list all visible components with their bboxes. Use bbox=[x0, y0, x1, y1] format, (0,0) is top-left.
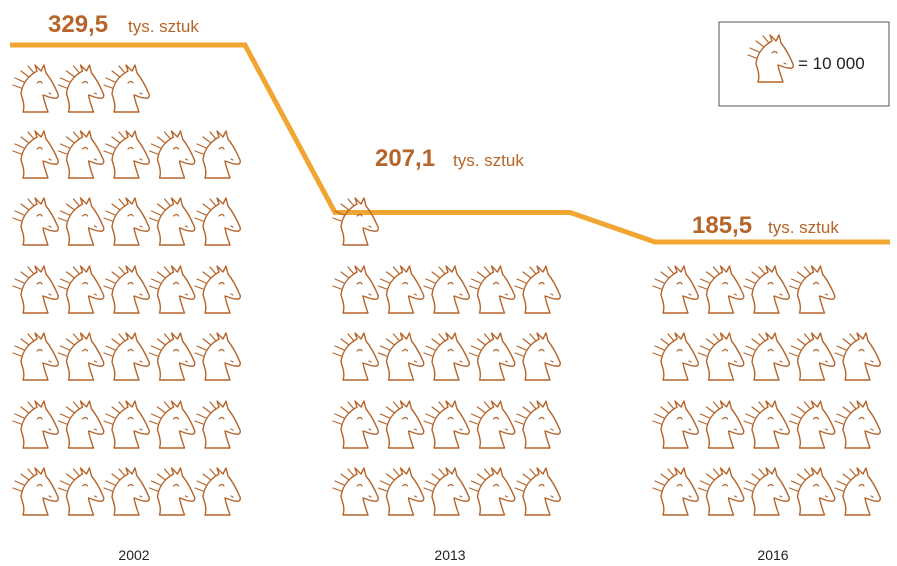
horse-head-icon bbox=[652, 400, 699, 449]
horse-head-icon bbox=[332, 265, 379, 314]
horse-head-icon bbox=[57, 332, 105, 381]
horse-head-icon bbox=[514, 332, 561, 381]
horse-head-icon bbox=[788, 265, 836, 314]
horse-head-icon bbox=[697, 400, 745, 449]
horse-head-icon bbox=[148, 400, 196, 449]
horse-head-icon bbox=[332, 332, 379, 381]
horse-head-icon bbox=[468, 467, 516, 516]
horse-head-icon bbox=[332, 400, 379, 449]
value-label: 207,1 bbox=[375, 145, 435, 172]
icon-group-2016 bbox=[652, 265, 881, 516]
icon-group-2013 bbox=[332, 197, 561, 516]
horse-head-icon bbox=[788, 332, 836, 381]
horse-head-icon bbox=[148, 265, 196, 314]
unit-label: tys. sztuk bbox=[768, 218, 839, 237]
unit-label: tys. sztuk bbox=[453, 151, 524, 170]
horse-head-icon bbox=[423, 332, 470, 381]
x-tick-label: 2016 bbox=[757, 547, 788, 563]
legend-box bbox=[718, 21, 890, 107]
trend-line bbox=[10, 42, 890, 245]
horse-head-icon bbox=[103, 130, 150, 179]
horse-head-icon bbox=[57, 130, 105, 179]
horse-head-icon bbox=[743, 332, 790, 381]
horse-head-icon bbox=[57, 400, 105, 449]
icon-group-2002 bbox=[12, 64, 241, 516]
horse-head-icon bbox=[697, 467, 745, 516]
horse-head-icon bbox=[423, 467, 470, 516]
horse-head-icon bbox=[148, 332, 196, 381]
value-label-2013: 207,1 tys. sztuk bbox=[375, 145, 524, 172]
horse-head-icon bbox=[57, 64, 105, 113]
horse-head-icon bbox=[788, 400, 836, 449]
horse-head-icon bbox=[788, 467, 836, 516]
horse-head-icon bbox=[148, 197, 196, 246]
horse-head-icon bbox=[194, 130, 241, 179]
unit-label: tys. sztuk bbox=[128, 17, 199, 36]
horse-head-icon bbox=[652, 265, 699, 314]
horse-head-icon bbox=[468, 332, 516, 381]
horse-head-icon bbox=[377, 400, 425, 449]
x-tick-label: 2013 bbox=[434, 547, 465, 563]
horse-head-icon bbox=[194, 400, 241, 449]
horse-head-icon bbox=[652, 332, 699, 381]
horse-head-icon bbox=[12, 64, 59, 113]
value-label-2016: 185,5 tys. sztuk bbox=[692, 212, 839, 239]
x-tick-label: 2002 bbox=[118, 547, 149, 563]
horse-head-icon bbox=[57, 467, 105, 516]
horse-head-icon bbox=[57, 265, 105, 314]
horse-head-icon bbox=[12, 332, 59, 381]
horse-head-icon bbox=[194, 332, 241, 381]
horse-head-icon bbox=[468, 265, 516, 314]
horse-head-icon bbox=[103, 467, 150, 516]
horse-head-icon bbox=[194, 197, 241, 246]
horse-head-icon bbox=[148, 467, 196, 516]
horse-head-icon bbox=[834, 400, 881, 449]
horse-head-icon bbox=[377, 265, 425, 314]
horse-head-icon bbox=[194, 265, 241, 314]
legend: = 10 000 bbox=[718, 21, 890, 107]
horse-head-icon bbox=[103, 64, 150, 113]
horse-head-icon bbox=[468, 400, 516, 449]
horse-head-icon bbox=[377, 332, 425, 381]
horse-head-icon bbox=[103, 332, 150, 381]
horse-head-icon bbox=[12, 467, 59, 516]
horse-head-icon bbox=[103, 197, 150, 246]
horse-head-icon bbox=[57, 197, 105, 246]
horse-head-icon bbox=[834, 332, 881, 381]
horse-head-icon bbox=[514, 400, 561, 449]
horse-head-icon bbox=[12, 400, 59, 449]
horse-head-icon bbox=[514, 265, 561, 314]
horse-head-icon bbox=[103, 400, 150, 449]
value-label: 185,5 bbox=[692, 212, 752, 239]
horse-head-icon bbox=[652, 467, 699, 516]
horse-head-icon bbox=[834, 467, 881, 516]
horse-head-icon bbox=[423, 400, 470, 449]
value-label-2002: 329,5 tys. sztuk bbox=[48, 11, 199, 38]
horse-head-icon bbox=[12, 197, 59, 246]
horse-head-icon bbox=[194, 467, 241, 516]
horse-head-icon bbox=[743, 467, 790, 516]
horse-head-icon bbox=[697, 265, 745, 314]
horse-head-icon bbox=[743, 265, 790, 314]
horse-head-icon bbox=[514, 467, 561, 516]
horse-head-icon bbox=[12, 265, 59, 314]
horse-head-icon bbox=[423, 265, 470, 314]
legend-text: = 10 000 bbox=[798, 54, 865, 73]
horse-head-icon bbox=[332, 197, 379, 246]
horse-head-icon bbox=[103, 265, 150, 314]
horse-head-icon bbox=[12, 130, 59, 179]
horse-head-icon bbox=[377, 467, 425, 516]
value-label: 329,5 bbox=[48, 11, 108, 38]
horse-head-icon bbox=[743, 400, 790, 449]
horse-head-icon bbox=[697, 332, 745, 381]
horse-head-icon bbox=[148, 130, 196, 179]
horse-head-icon bbox=[332, 467, 379, 516]
